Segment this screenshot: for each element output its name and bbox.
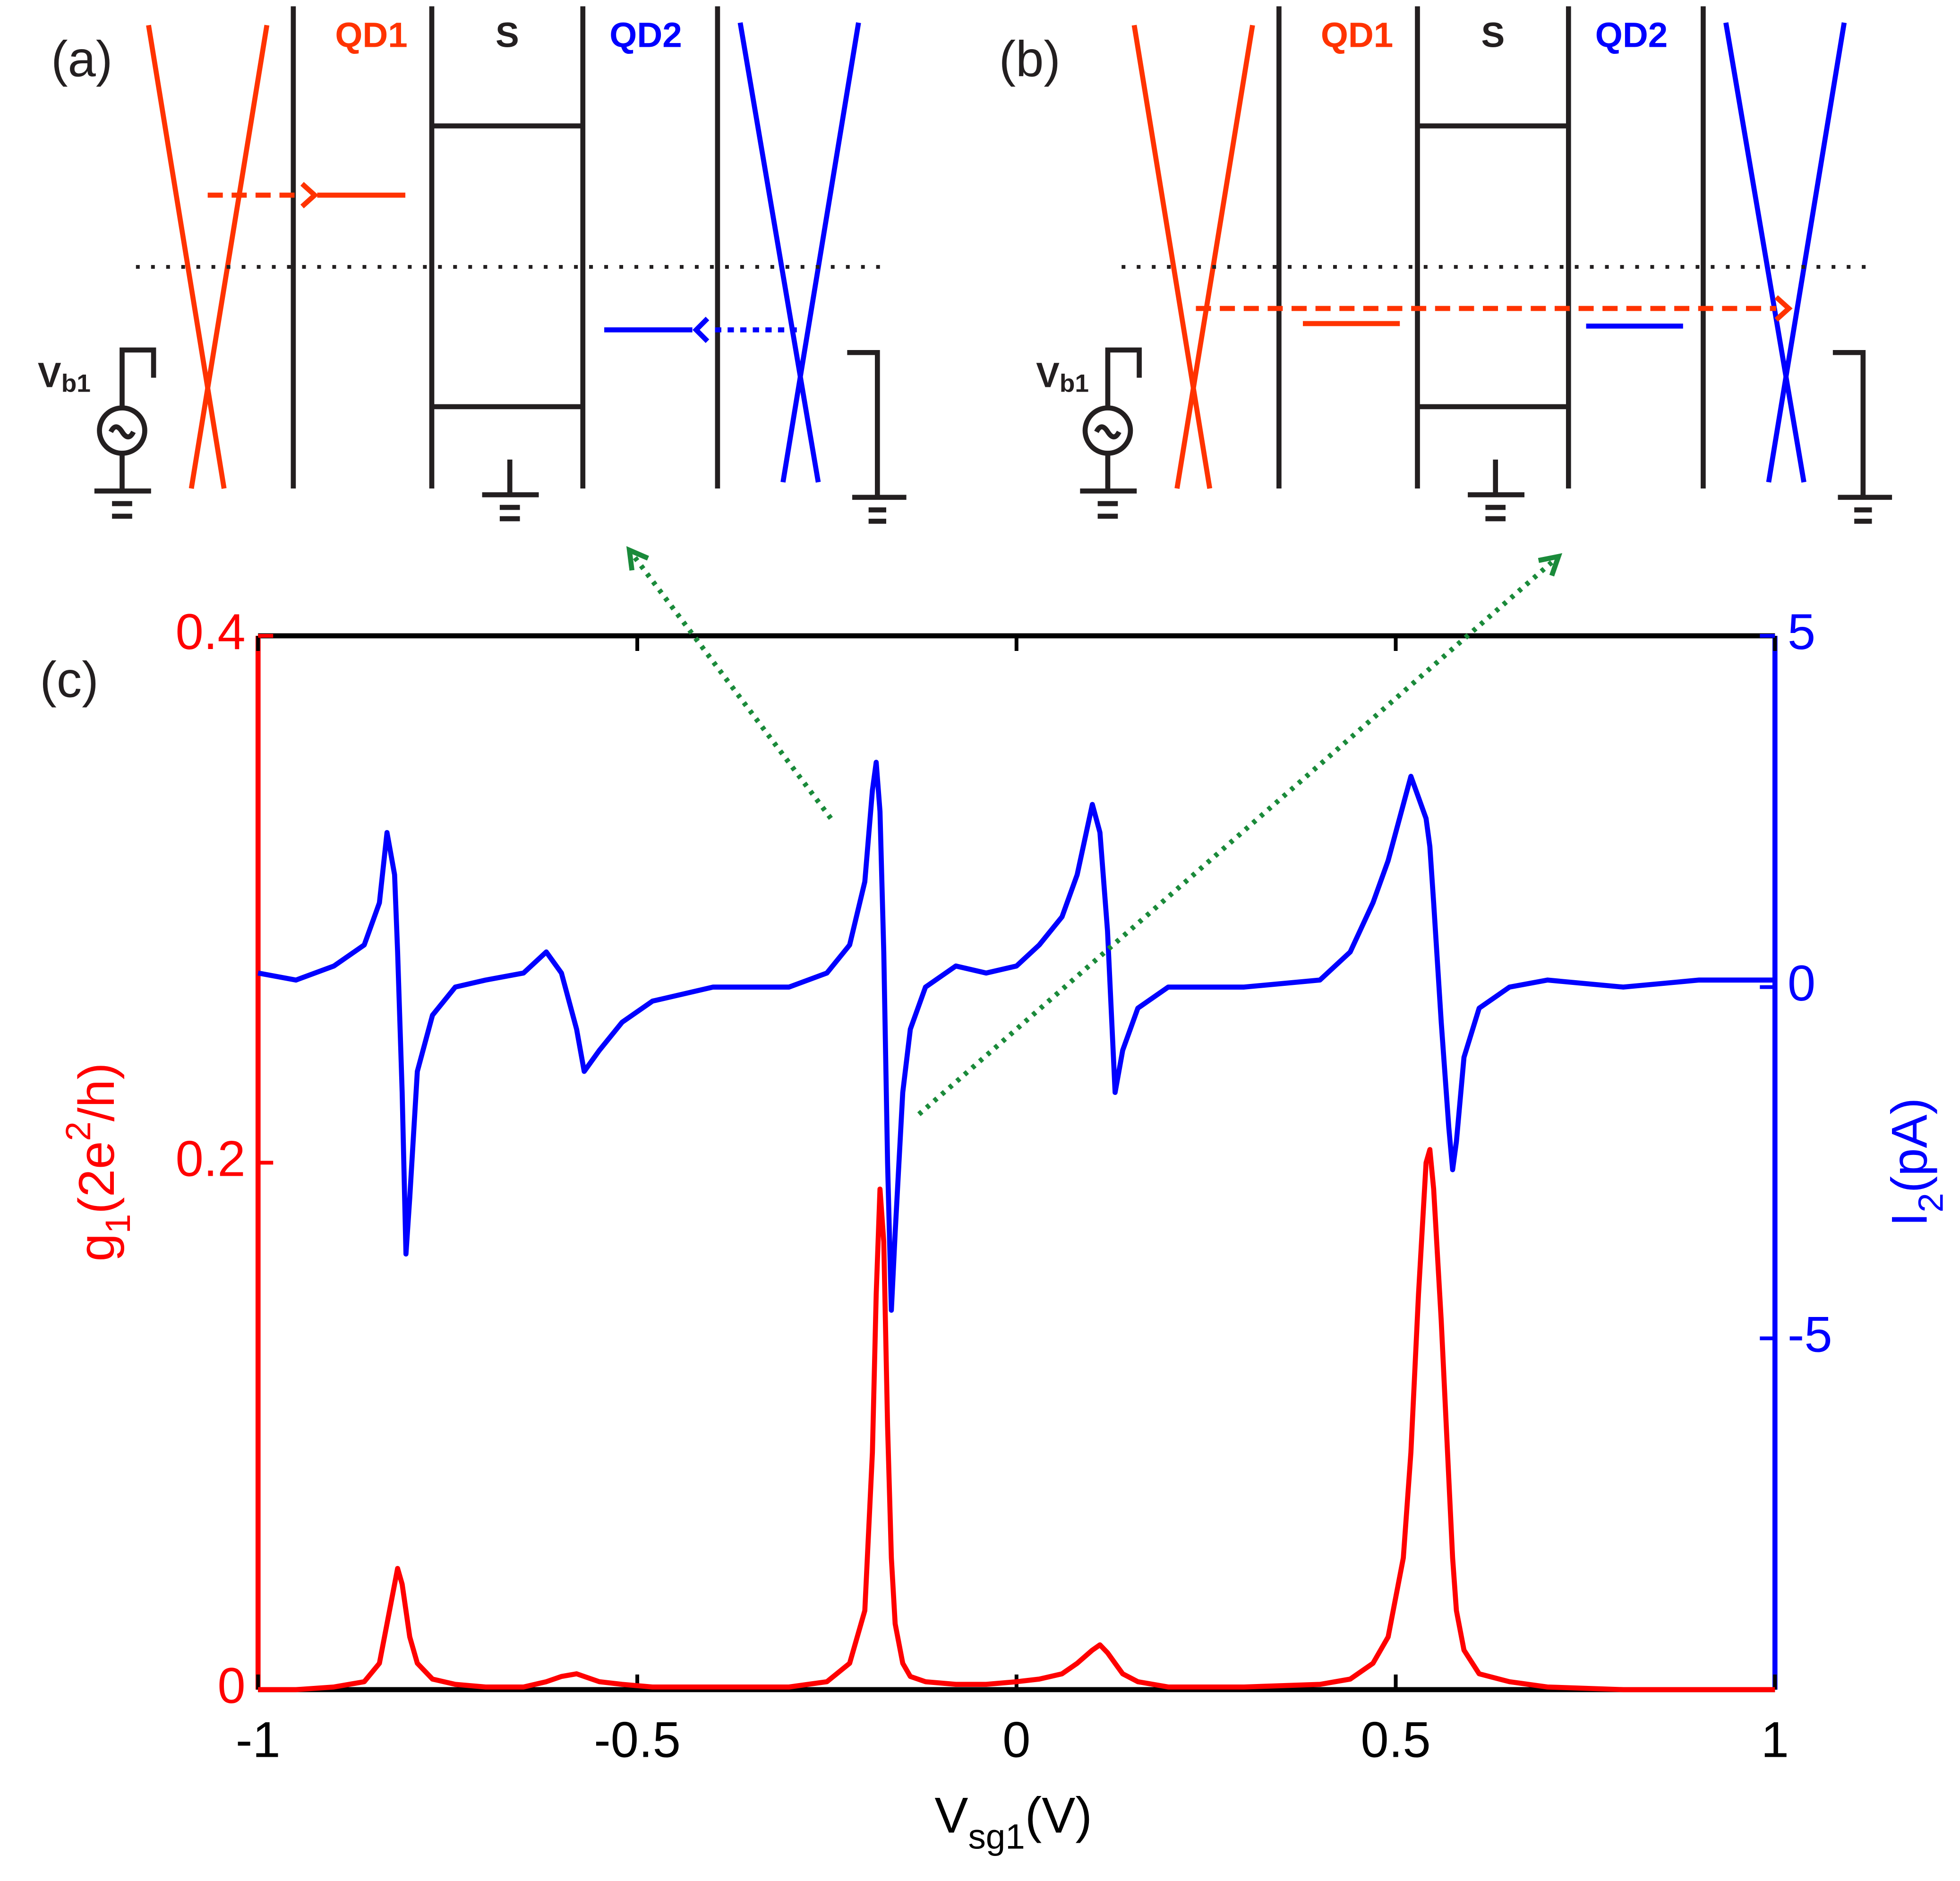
qd2-label: QD2	[1595, 15, 1668, 55]
label-part: (pA)	[1881, 1098, 1938, 1193]
label-part: 2	[1910, 1193, 1950, 1213]
level-arrow	[300, 182, 406, 209]
panel-label: (a)	[51, 30, 112, 87]
panel-label: (c)	[40, 651, 98, 708]
source-base: V	[1036, 355, 1060, 394]
label-part: (V)	[1025, 1787, 1092, 1844]
x-tick-label: -0.5	[594, 1711, 681, 1768]
series-line	[258, 1147, 1775, 1693]
schematic	[94, 6, 907, 521]
x-tick-label: 1	[1761, 1711, 1789, 1768]
schematic	[1080, 6, 1892, 521]
y-tick-label: 0.4	[175, 603, 245, 660]
panel-a: (a) QD1 S QD2 Vb1	[38, 6, 907, 521]
level-arrow	[604, 316, 710, 343]
series-line	[257, 760, 1775, 1313]
annotation-arrow	[917, 553, 1563, 1116]
panel-b: (b) QD1 S QD2 Vb1	[999, 6, 1892, 521]
label-part: (2e	[68, 1141, 125, 1214]
x-tick-label: 0	[1002, 1711, 1030, 1768]
source-label: Vb1	[38, 355, 91, 397]
label-part: sg1	[968, 1816, 1025, 1856]
qd1-label: QD1	[335, 15, 407, 55]
x-tick-label: -1	[236, 1711, 281, 1768]
label-part: g	[68, 1233, 125, 1261]
y-label: g1(2e2/h)	[58, 1063, 137, 1262]
label-part: /h)	[68, 1063, 125, 1121]
label-part: I	[1881, 1213, 1938, 1227]
qd1-label: QD1	[1321, 15, 1393, 55]
label-part: 2	[58, 1121, 98, 1141]
y2-label: I2(pA)	[1881, 1098, 1951, 1227]
s-label: S	[1481, 15, 1505, 55]
y-tick-label: 0	[217, 1657, 245, 1714]
x-label: Vsg1(V)	[934, 1787, 1092, 1856]
y2-tick-label: -5	[1788, 1306, 1832, 1362]
source-sub: b1	[1060, 370, 1089, 398]
label-part: 1	[98, 1214, 137, 1234]
panel-label: (b)	[999, 30, 1061, 87]
source-sub: b1	[61, 370, 91, 398]
source-label: Vb1	[1036, 355, 1089, 397]
source-base: V	[38, 355, 61, 394]
y2-tick-label: 5	[1788, 603, 1815, 660]
qd2-label: QD2	[609, 15, 682, 55]
s-label: S	[496, 15, 519, 55]
x-tick-label: 0.5	[1361, 1711, 1430, 1768]
arrow-head	[1774, 295, 1793, 322]
annotation-arrow	[626, 546, 833, 820]
chart: (c) -1 -0.5 0 0.5 100.20.4-505Vsg1(V)g1(2e2/…	[40, 603, 1950, 1856]
y2-tick-label: 0	[1788, 955, 1815, 1011]
label-part: V	[934, 1787, 968, 1844]
y-tick-label: 0.2	[175, 1130, 245, 1187]
